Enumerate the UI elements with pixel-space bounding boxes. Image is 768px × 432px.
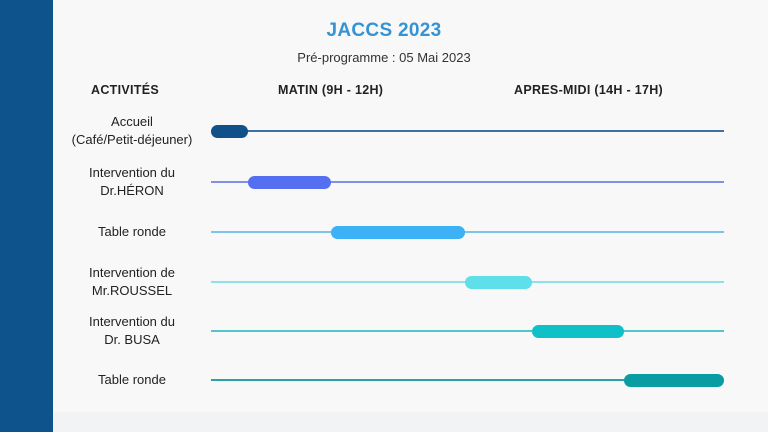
activity-label-line: Intervention du: [88, 314, 175, 329]
timeline-track: [211, 181, 724, 183]
activity-label-line: Dr. BUSA: [104, 332, 160, 347]
activity-label: Table ronde: [60, 371, 204, 389]
activity-label: Intervention de Mr.ROUSSEL: [60, 264, 204, 300]
activity-label: Accueil (Café/Petit-déjeuner): [60, 113, 204, 149]
activity-label-line: Mr.ROUSSEL: [91, 283, 173, 298]
timeline-track: [211, 231, 724, 233]
activity-label-line: Accueil: [111, 114, 153, 129]
activity-time-bar: [248, 175, 332, 189]
activity-time-bar: [465, 275, 532, 289]
side-accent-bar: [0, 0, 53, 432]
content-panel: [53, 0, 768, 412]
activity-time-bar: [211, 124, 249, 138]
activity-label: Table ronde: [60, 223, 204, 241]
activity-time-bar: [623, 373, 724, 387]
page-subtitle: Pré-programme : 05 Mai 2023: [297, 50, 471, 65]
activity-label-line: Dr.HÉRON: [100, 183, 164, 198]
activity-label-line: Table ronde: [98, 224, 166, 239]
activity-label-line: Intervention de: [88, 265, 175, 280]
activity-label: Intervention du Dr. BUSA: [60, 313, 204, 349]
column-header-afternoon: APRES-MIDI (14H - 17H): [514, 83, 663, 97]
activity-label-line: Table ronde: [98, 372, 166, 387]
timeline-track: [211, 379, 724, 381]
timeline-track: [211, 330, 724, 332]
activity-label-line: (Café/Petit-déjeuner): [71, 132, 193, 147]
column-header-activities: ACTIVITÉS: [91, 83, 159, 97]
activity-time-bar: [331, 225, 466, 239]
timeline-track: [211, 130, 724, 132]
page-title: JACCS 2023: [326, 20, 442, 41]
activity-label: Intervention du Dr.HÉRON: [60, 164, 204, 200]
activity-time-bar: [531, 324, 624, 338]
activity-label-line: Intervention du: [88, 165, 175, 180]
column-header-morning: MATIN (9H - 12H): [278, 83, 384, 97]
